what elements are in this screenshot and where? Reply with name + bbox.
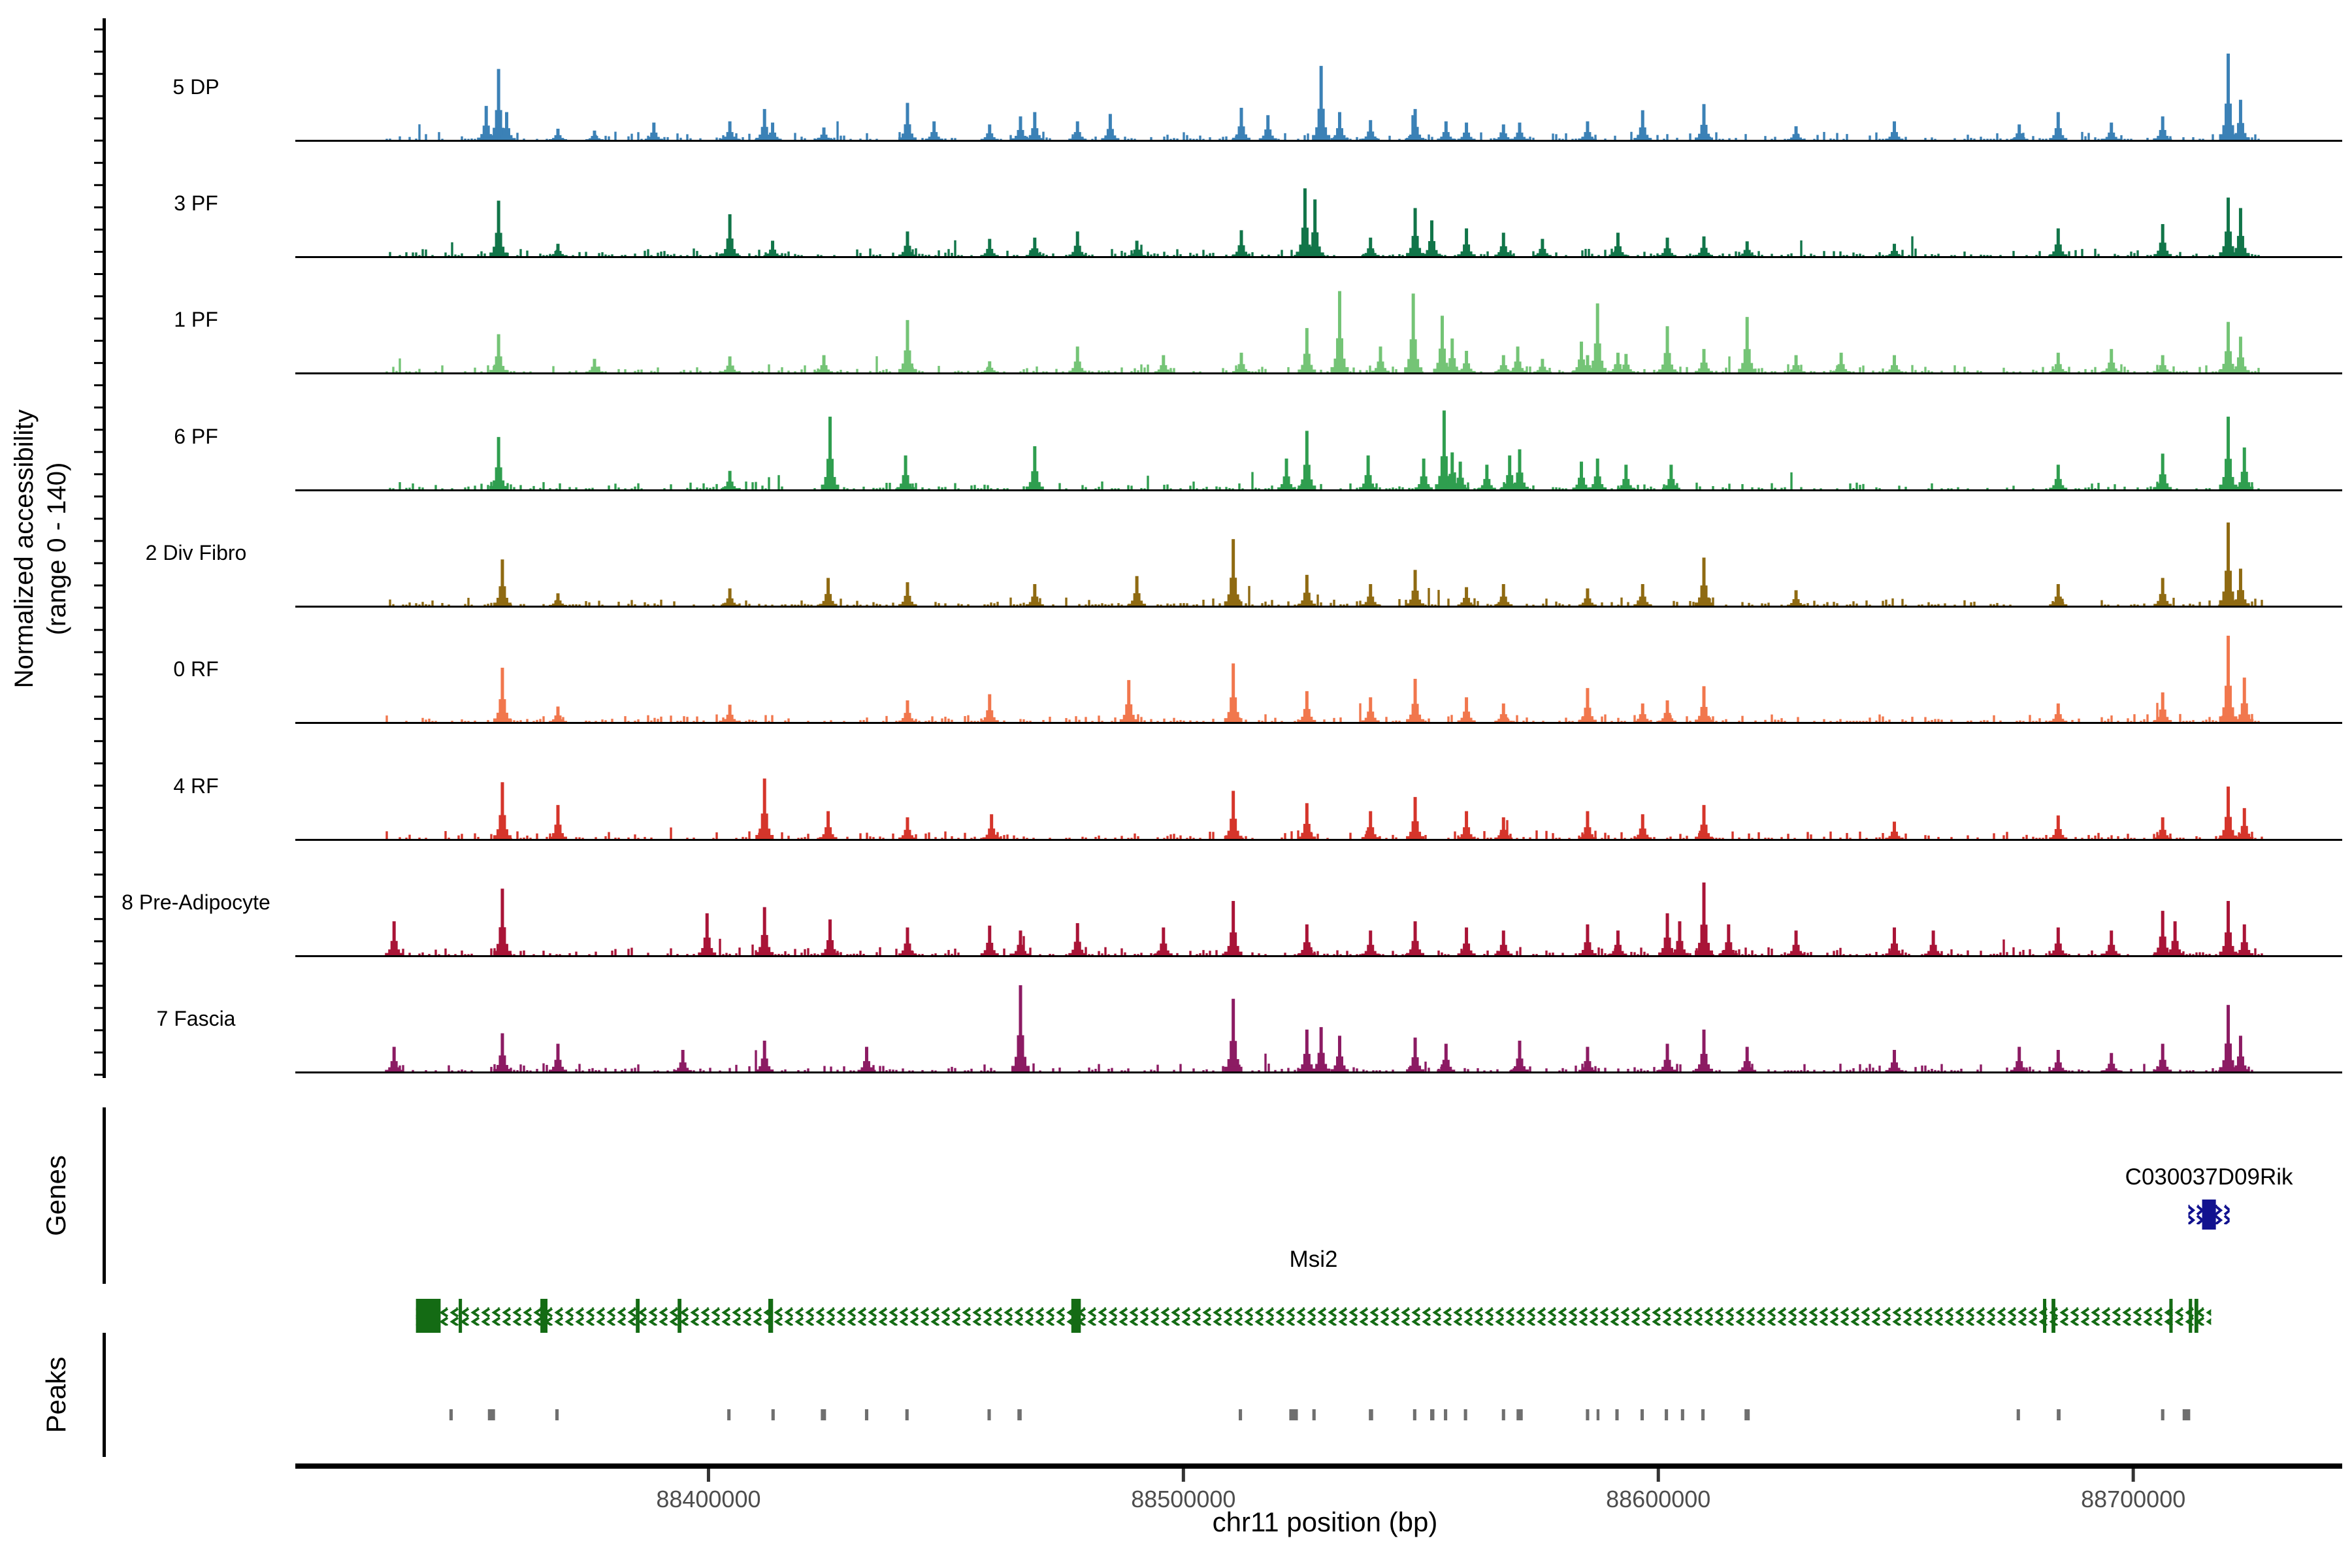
gene-exon-msi2 [2043, 1299, 2047, 1333]
track-area-3-pf [295, 188, 2342, 258]
peak-interval-mark [1017, 1409, 1022, 1420]
gene-exon-c030037d09rik [2202, 1200, 2216, 1230]
peak-interval-mark [1680, 1409, 1684, 1420]
x-tick-label-88400000: 88400000 [656, 1486, 761, 1512]
peak-interval-mark [555, 1409, 559, 1420]
gene-exon-msi2 [540, 1299, 547, 1333]
gene-label-c030037d09rik: C030037D09Rik [2125, 1164, 2293, 1190]
genes-bracket [103, 1107, 106, 1284]
track-area-6-pf [295, 410, 2342, 491]
gene-exon-msi2 [678, 1299, 681, 1333]
peak-interval-mark [821, 1409, 826, 1420]
x-tick-label-88600000: 88600000 [1606, 1486, 1711, 1512]
gene-exon-msi2 [2051, 1299, 2055, 1333]
peak-interval-mark [1413, 1409, 1416, 1420]
peak-interval-mark [1444, 1409, 1448, 1420]
track-area-8-pre-adipocyte [295, 882, 2342, 957]
peak-interval-mark [864, 1409, 869, 1420]
peak-interval-mark [1312, 1409, 1316, 1420]
gene-exon-msi2 [2194, 1299, 2198, 1333]
peak-interval-mark [2057, 1409, 2061, 1420]
peak-interval-mark [1640, 1409, 1644, 1420]
x-axis-tick [2131, 1469, 2135, 1482]
gene-exon-msi2 [416, 1299, 441, 1333]
gene-exon-msi2 [2169, 1299, 2173, 1333]
peak-interval-mark [1596, 1409, 1600, 1420]
peak-interval-mark [727, 1409, 731, 1420]
peak-interval-mark [2016, 1409, 2020, 1420]
track-label-5-dp: 5 DP [172, 75, 220, 99]
peak-interval-mark [987, 1409, 991, 1420]
peak-interval-mark [1586, 1409, 1590, 1420]
peak-interval-mark [1744, 1409, 1750, 1420]
gene-exon-msi2 [459, 1299, 463, 1333]
x-tick-label-88500000: 88500000 [1131, 1486, 1236, 1512]
track-label-3-pf: 3 PF [174, 191, 218, 215]
track-area-5-dp [295, 54, 2342, 142]
gene-exon-msi2 [768, 1299, 774, 1333]
track-area-0-rf [295, 636, 2342, 724]
track-area-7-fascia [295, 985, 2342, 1073]
peak-interval-mark [1701, 1409, 1705, 1420]
track-label-6-pf: 6 PF [174, 425, 218, 448]
track-area-4-rf [295, 778, 2342, 841]
peak-interval-mark [1369, 1409, 1373, 1420]
track-label-1-pf: 1 PF [174, 308, 218, 331]
peak-interval-mark [2182, 1409, 2191, 1420]
gene-body-msi2 [416, 1307, 2212, 1326]
gene-exon-msi2 [636, 1299, 640, 1333]
peak-interval-mark [487, 1409, 495, 1420]
peak-interval-mark [1501, 1409, 1505, 1420]
track-area-1-pf [295, 291, 2342, 374]
track-area-2-div-fibro [295, 522, 2342, 608]
track-label-0-rf: 0 RF [173, 657, 219, 681]
x-tick-label-88700000: 88700000 [2081, 1486, 2186, 1512]
peak-interval-mark [1289, 1409, 1298, 1420]
peak-interval-mark [2161, 1409, 2164, 1420]
peaks-bracket [103, 1333, 106, 1457]
track-label-7-fascia: 7 Fascia [156, 1007, 236, 1030]
gene-exon-msi2 [1071, 1299, 1081, 1333]
peak-interval-mark [1665, 1409, 1669, 1420]
x-axis-tick [706, 1469, 710, 1482]
track-label-8-pre-adipocyte: 8 Pre-Adipocyte [122, 890, 270, 914]
peak-interval-mark [905, 1409, 909, 1420]
peak-interval-mark [1463, 1409, 1467, 1420]
peak-interval-mark [449, 1409, 453, 1420]
y-axis-bracket [103, 18, 106, 1078]
track-label-2-div-fibro: 2 Div Fibro [145, 541, 247, 564]
x-axis-line [295, 1463, 2342, 1469]
peak-interval-mark [1239, 1409, 1243, 1420]
x-axis-tick [1656, 1469, 1660, 1482]
x-axis-tick [1181, 1469, 1185, 1482]
peak-interval-mark [1615, 1409, 1619, 1420]
x-axis-title: chr11 position (bp) [1212, 1507, 1438, 1537]
gene-label-msi2: Msi2 [1289, 1247, 1338, 1272]
peak-interval-mark [771, 1409, 775, 1420]
gene-exon-msi2 [2189, 1299, 2193, 1333]
peak-interval-mark [1516, 1409, 1523, 1420]
track-label-4-rf: 4 RF [173, 774, 219, 798]
peak-interval-mark [1429, 1409, 1435, 1420]
